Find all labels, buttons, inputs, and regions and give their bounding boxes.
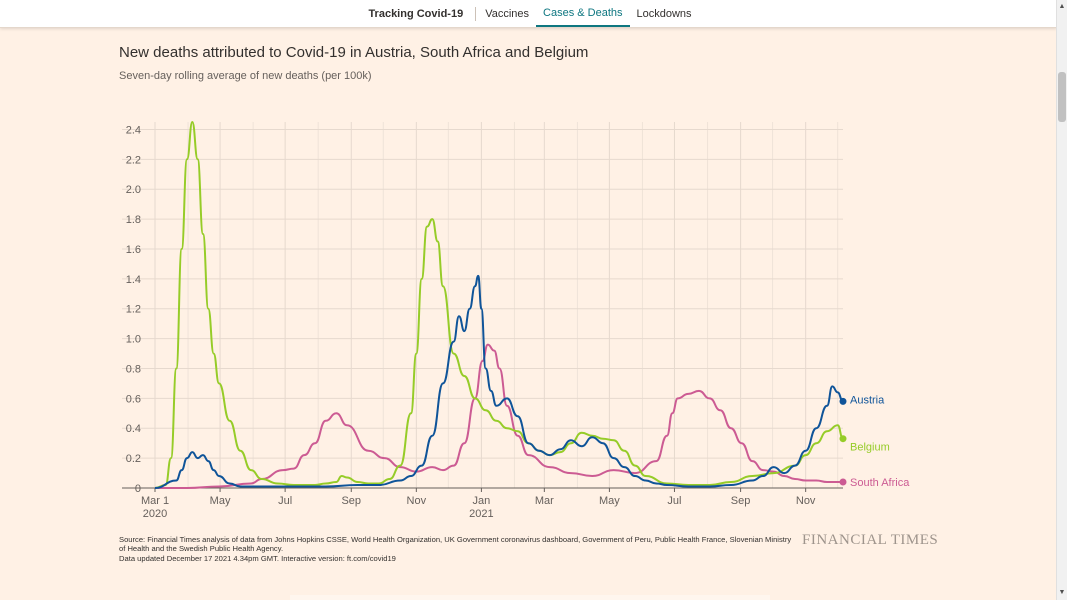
y-tick-label-10: 2.0 (126, 184, 141, 196)
x-tick-label-5: Jan (473, 495, 491, 507)
series-label-south-africa: South Africa (850, 477, 910, 489)
y-tick-label-5: 1.0 (126, 334, 141, 346)
nav-separator (475, 6, 477, 21)
y-tick-label-7: 1.4 (126, 274, 141, 286)
y-tick-label-12: 2.4 (126, 124, 141, 136)
scroll-down-arrow-icon[interactable]: ▼ (1058, 589, 1066, 596)
bottom-bar (290, 595, 770, 600)
x-tick-label-8: Jul (667, 495, 681, 507)
y-tick-label-0: 0 (135, 483, 141, 495)
chart-subtitle: Seven-day rolling average of new deaths … (119, 70, 372, 82)
scrollbar-thumb[interactable] (1058, 72, 1066, 122)
x-tick-label-6: Mar (535, 495, 554, 507)
x-tick-label-9: Sep (731, 495, 751, 507)
ft-logo: FINANCIAL TIMES (802, 532, 939, 548)
nav-link-vaccines[interactable]: Vaccines (485, 7, 530, 20)
nav-link-lockdowns[interactable]: Lockdowns (636, 7, 692, 20)
series-end-dot-belgium (839, 435, 847, 443)
nav-link-cases-deaths[interactable]: Cases & Deaths (536, 0, 630, 27)
y-tick-label-9: 1.8 (126, 214, 141, 226)
x-tick-label-4: Nov (407, 495, 427, 507)
y-tick-label-11: 2.2 (126, 154, 141, 166)
x-tick-label-3: Sep (341, 495, 361, 507)
top-nav: Tracking Covid-19 Vaccines Cases & Death… (0, 0, 1057, 28)
chart-canvas: 0 0.2 0.4 0.6 0.8 1.0 1.2 1.4 1.6 1.8 2.0 2.2 2.4 Mar… (122, 121, 910, 520)
series-label-belgium: Belgium (850, 442, 890, 454)
x-tick-label-7: May (599, 495, 620, 507)
nav-brand[interactable]: Tracking Covid-19 (368, 7, 464, 20)
x-tick-label-10: Nov (796, 495, 816, 507)
chart-footer: Source: Financial Times analysis of data… (119, 535, 799, 563)
series-label-austria: Austria (850, 394, 885, 406)
x-tick-label-0: Mar 1 (141, 495, 169, 507)
series-end-dot-south-africa (839, 478, 847, 486)
x-tick-label-1: May (210, 495, 231, 507)
y-tick-label-2: 0.4 (126, 423, 141, 435)
x-tick-sublabel-0: 2020 (143, 508, 167, 520)
page-scrollbar[interactable]: ▲ ▼ (1056, 0, 1067, 600)
y-tick-label-3: 0.6 (126, 393, 141, 405)
scroll-up-arrow-icon[interactable]: ▲ (1058, 3, 1066, 10)
chart-title: New deaths attributed to Covid-19 in Aus… (119, 44, 589, 61)
updated-note: Data updated December 17 2021 4.34pm GMT… (119, 553, 396, 563)
y-tick-label-1: 0.2 (126, 453, 141, 465)
series-line-south-africa (155, 343, 843, 489)
x-tick-label-2: Jul (278, 495, 292, 507)
y-tick-label-6: 1.2 (126, 304, 141, 316)
series-line-belgium (154, 121, 844, 489)
y-tick-label-8: 1.6 (126, 244, 141, 256)
y-tick-label-4: 0.8 (126, 363, 141, 375)
x-tick-sublabel-5: 2021 (469, 508, 493, 520)
series-line-austria (154, 274, 844, 489)
source-note: Source: Financial Times analysis of data… (119, 535, 792, 554)
series-end-dot-austria (839, 397, 847, 405)
